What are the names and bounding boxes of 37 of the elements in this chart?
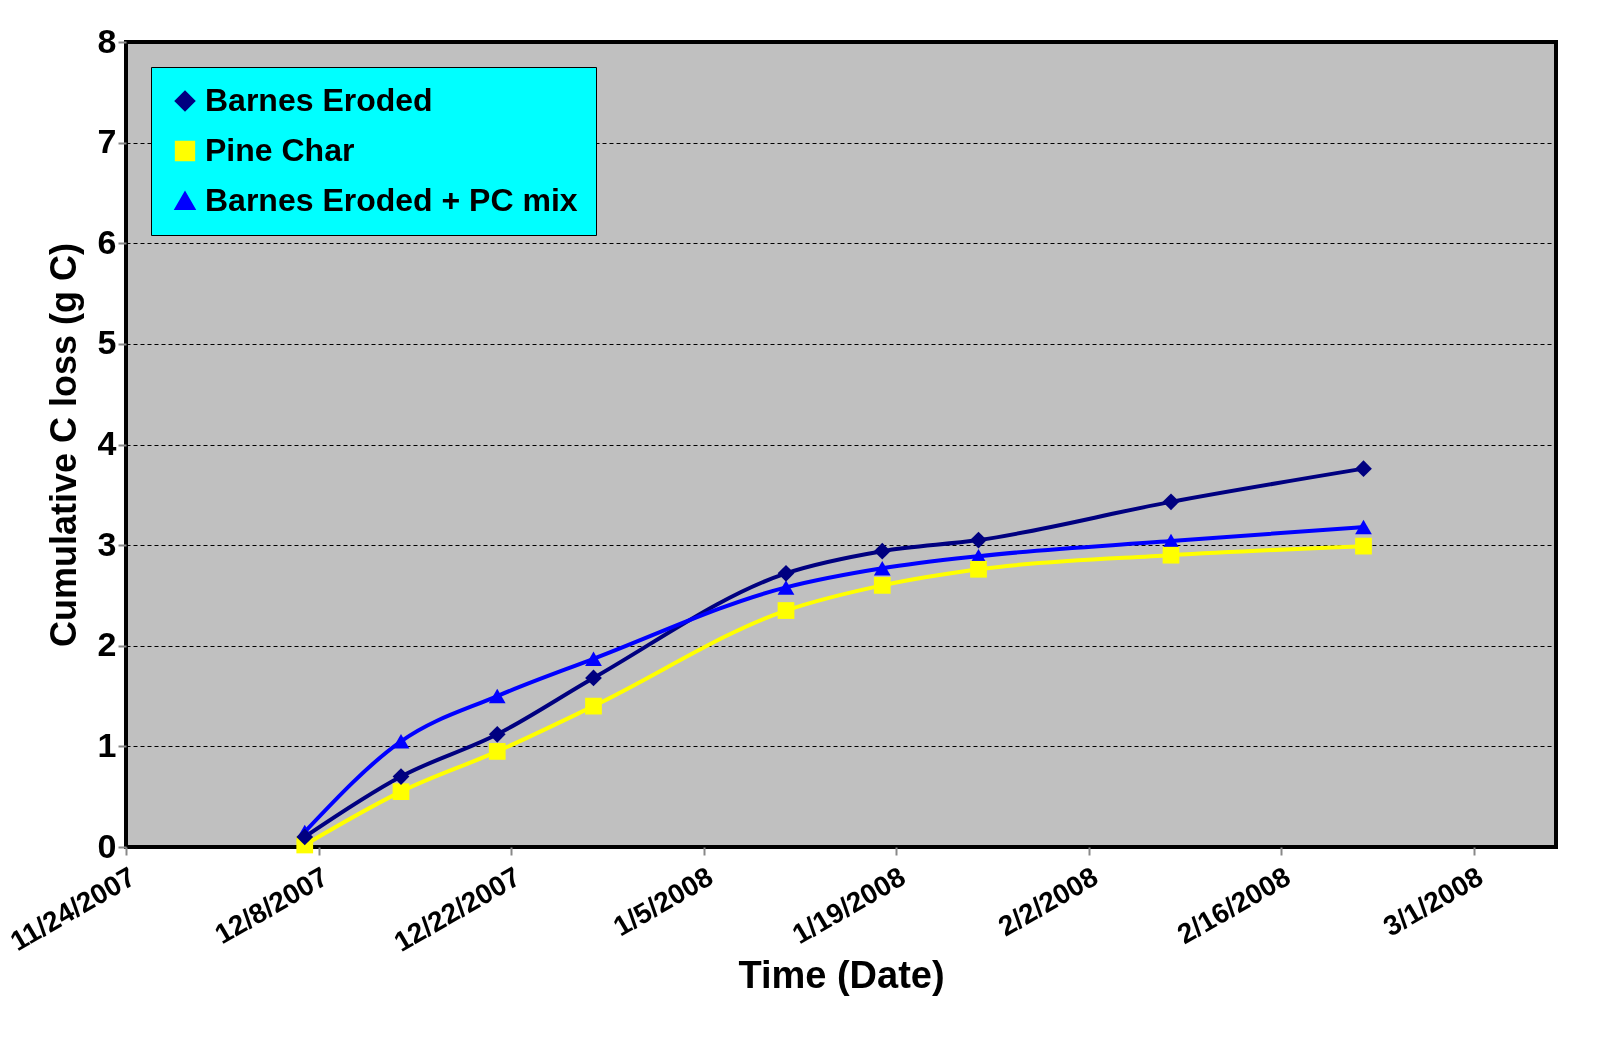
point — [488, 725, 506, 743]
point — [777, 580, 795, 595]
y-tick-label: 6 — [97, 222, 117, 261]
y-tick-label: 4 — [97, 424, 117, 462]
point — [970, 560, 987, 578]
point — [970, 531, 987, 549]
point — [1355, 519, 1372, 535]
point — [873, 542, 891, 560]
y-axis-title: Cumulative C loss (g C) — [42, 242, 84, 648]
y-tick-label: 5 — [97, 323, 117, 362]
point — [777, 564, 795, 582]
point — [777, 602, 795, 619]
point — [392, 734, 410, 749]
legend-label: Barnes Eroded — [205, 82, 433, 118]
y-tick-label: 8 — [97, 21, 117, 60]
legend-label: Pine Char — [205, 132, 355, 168]
y-tick-label: 2 — [97, 625, 117, 664]
point — [392, 768, 410, 785]
point — [585, 697, 602, 715]
point — [585, 651, 602, 667]
y-tick-label: 7 — [97, 122, 117, 161]
point — [585, 669, 602, 687]
y-tick-label: 1 — [97, 725, 117, 764]
legend-label: Barnes Eroded + PC mix — [205, 182, 578, 218]
x-axis-title: Time (Date) — [738, 953, 945, 996]
y-tick-label: 0 — [97, 826, 117, 865]
point — [1162, 546, 1180, 564]
point — [488, 743, 506, 760]
point — [1355, 537, 1372, 555]
point — [873, 561, 891, 576]
y-tick-label: 3 — [97, 524, 117, 563]
point — [296, 828, 314, 846]
point — [1162, 493, 1180, 511]
point — [1355, 460, 1372, 478]
point — [392, 783, 410, 801]
point — [873, 577, 891, 594]
point — [488, 688, 506, 704]
